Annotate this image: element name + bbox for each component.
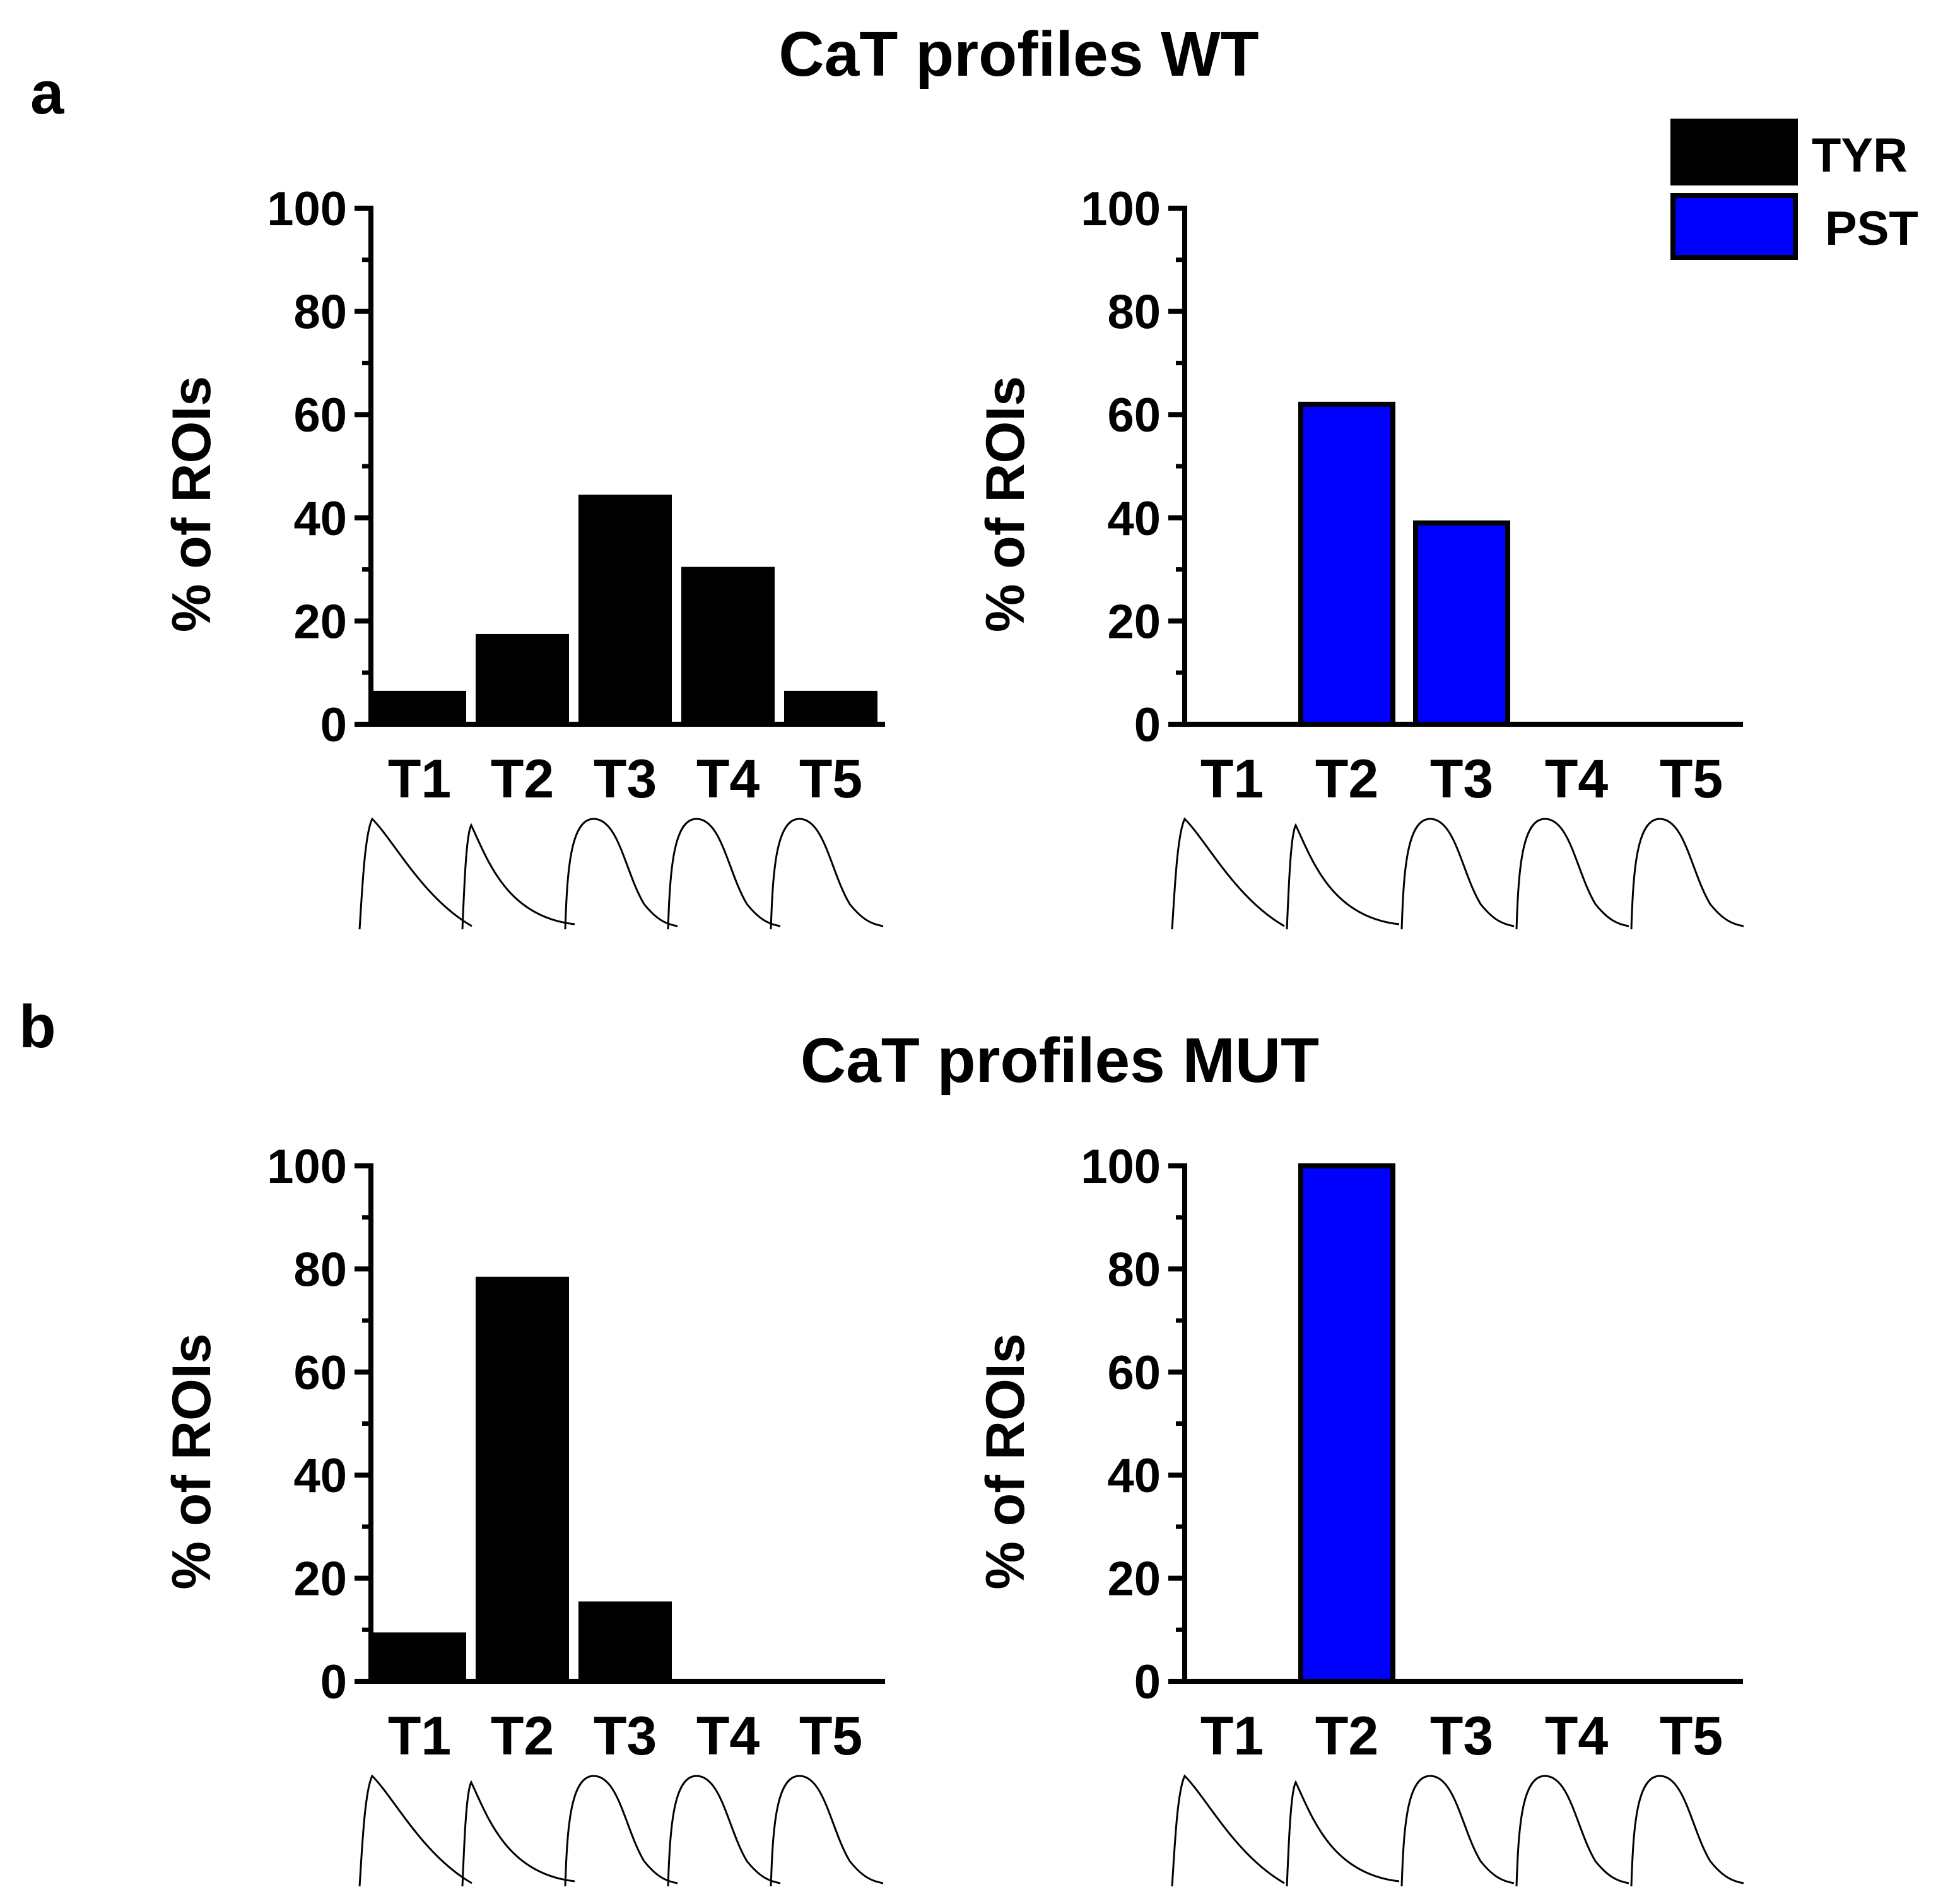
transient-trace-t3 — [564, 818, 678, 930]
bar-t5 — [784, 690, 877, 727]
category-label-t1: T1 — [1200, 749, 1264, 809]
y-tick-label: 0 — [1134, 1655, 1161, 1709]
category-label-t5: T5 — [799, 1706, 862, 1766]
y-tick-label: 0 — [320, 1655, 347, 1709]
chart-mut-tyr: 0 20 40 60 80 100 % of ROIs T1 T2 T3 T4 T5 — [161, 1140, 885, 1887]
transient-trace-t2 — [1286, 823, 1400, 930]
panel-title-a: CaT profiles WT — [778, 19, 1259, 90]
panel-letter-a: a — [30, 59, 64, 127]
y-tick-label: 80 — [1107, 1243, 1161, 1296]
bar-t3 — [1413, 520, 1510, 727]
bar-t1 — [373, 690, 466, 727]
y-tick-label: 60 — [1107, 389, 1161, 442]
y-tick-label: 20 — [1107, 595, 1161, 649]
legend-swatch-pst — [1670, 193, 1798, 260]
category-label-t1: T1 — [388, 1706, 451, 1766]
bar-t2 — [476, 1276, 569, 1684]
y-tick-label: 40 — [293, 1449, 347, 1503]
y-tick-label: 40 — [1107, 492, 1161, 546]
category-label-t2: T2 — [491, 1706, 554, 1766]
transient-trace-t5 — [1630, 1775, 1744, 1887]
transient-trace-t2 — [461, 1780, 575, 1887]
category-label-t5: T5 — [1660, 1706, 1723, 1766]
category-label-t1: T1 — [388, 749, 451, 809]
bar-t1 — [373, 1632, 466, 1684]
transient-trace-t5 — [770, 818, 884, 930]
legend-label-tyr: TYR — [1812, 129, 1908, 182]
category-label-t3: T3 — [594, 1706, 657, 1766]
bar-t3 — [578, 1601, 672, 1684]
transient-trace-t4 — [667, 818, 781, 930]
category-label-t3: T3 — [1430, 749, 1493, 809]
y-tick-label: 100 — [1081, 182, 1161, 236]
y-tick-label: 80 — [1107, 286, 1161, 339]
y-tick-label: 0 — [320, 698, 347, 752]
category-label-t5: T5 — [799, 749, 862, 809]
panel-title-b: CaT profiles MUT — [801, 1025, 1319, 1096]
transient-trace-t4 — [1515, 1775, 1629, 1887]
legend: TYR PST — [1670, 119, 1918, 260]
y-tick-label: 40 — [1107, 1449, 1161, 1503]
y-tick-label: 20 — [293, 1553, 347, 1606]
y-tick-label: 80 — [293, 286, 347, 339]
transient-trace-t3 — [564, 1775, 678, 1887]
category-label-t4: T4 — [1545, 749, 1609, 809]
bar-t4 — [681, 567, 775, 727]
y-tick-label: 20 — [293, 595, 347, 649]
y-tick-label: 60 — [1107, 1346, 1161, 1400]
y-tick-label: 60 — [293, 389, 347, 442]
chart-mut-pst: 0 20 40 60 80 100 % of ROIs T1 T2 T3 T4 T5 — [975, 1140, 1744, 1887]
transient-trace-t4 — [1515, 818, 1629, 930]
transient-trace-t5 — [770, 1775, 884, 1887]
y-tick-label: 100 — [1081, 1140, 1161, 1194]
transient-trace-t2 — [1286, 1780, 1400, 1887]
category-label-t3: T3 — [594, 749, 657, 809]
category-label-t4: T4 — [696, 749, 760, 809]
transient-trace-t1 — [358, 817, 472, 930]
transient-trace-t3 — [1400, 818, 1515, 930]
y-tick-label: 60 — [293, 1346, 347, 1400]
transient-trace-t3 — [1400, 1775, 1515, 1887]
y-tick-label: 100 — [267, 182, 347, 236]
y-tick-label: 40 — [293, 492, 347, 546]
transient-trace-t1 — [1171, 817, 1285, 930]
category-label-t5: T5 — [1660, 749, 1723, 809]
category-label-t2: T2 — [491, 749, 554, 809]
y-axis-title: % of ROIs — [161, 1333, 222, 1589]
transient-trace-t1 — [358, 1774, 472, 1887]
bar-t2 — [1298, 401, 1395, 727]
legend-label-pst: PST — [1825, 202, 1918, 256]
legend-swatch-tyr — [1670, 119, 1798, 185]
bar-t3 — [578, 495, 672, 727]
bar-t2 — [1298, 1163, 1395, 1684]
category-label-t2: T2 — [1315, 1706, 1378, 1766]
y-axis-title: % of ROIs — [975, 1333, 1036, 1589]
category-label-t4: T4 — [696, 1706, 760, 1766]
y-tick-label: 80 — [293, 1243, 347, 1296]
y-tick-label: 20 — [1107, 1553, 1161, 1606]
transient-trace-t2 — [461, 823, 575, 930]
transient-trace-t1 — [1171, 1774, 1285, 1887]
bar-t2 — [476, 633, 569, 727]
y-axis-title: % of ROIs — [975, 376, 1036, 632]
category-label-t4: T4 — [1545, 1706, 1609, 1766]
y-tick-label: 100 — [267, 1140, 347, 1194]
transient-trace-t5 — [1630, 818, 1744, 930]
transient-trace-t4 — [667, 1775, 781, 1887]
y-axis-title: % of ROIs — [161, 376, 222, 632]
chart-wt-pst: 0 20 40 60 80 100 % of ROIs T1 T2 T3 T4 T5 — [975, 182, 1744, 930]
category-label-t2: T2 — [1315, 749, 1378, 809]
category-label-t3: T3 — [1430, 1706, 1493, 1766]
panel-letter-b: b — [19, 993, 56, 1061]
charts: 0 20 40 60 80 100 % of ROIs T1 T2 T3 T4 T5 0 20 40 60 80… — [161, 182, 1744, 1887]
category-label-t1: T1 — [1200, 1706, 1264, 1766]
chart-wt-tyr: 0 20 40 60 80 100 % of ROIs T1 T2 T3 T4 T5 — [161, 182, 885, 930]
y-tick-label: 0 — [1134, 698, 1161, 752]
